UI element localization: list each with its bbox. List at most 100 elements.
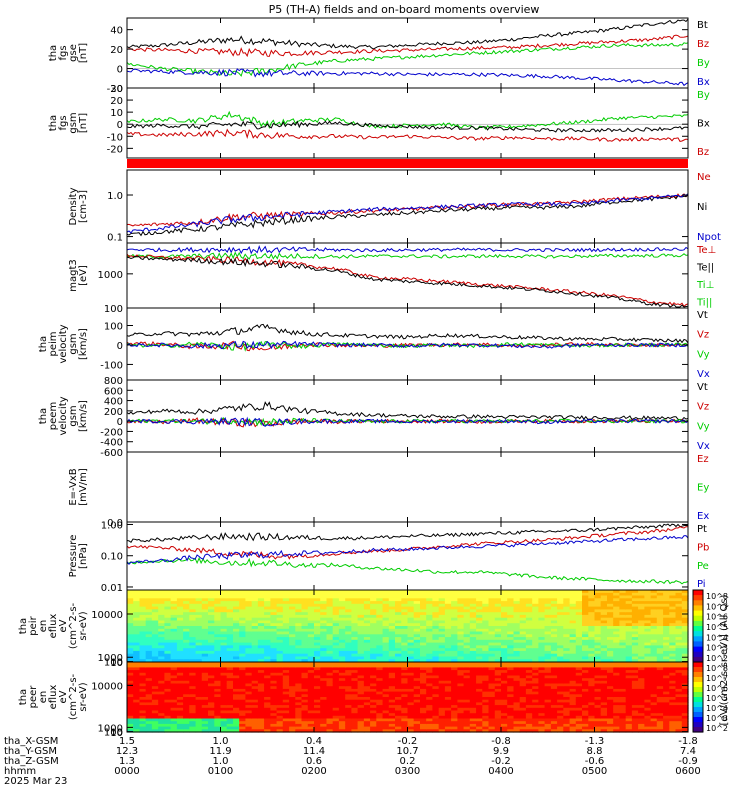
ytick-label: 1000 <box>98 270 123 281</box>
ytick-label: 10000 <box>91 681 123 692</box>
ylabel-line: [km/s] <box>78 400 89 432</box>
series-density-2 <box>126 193 689 234</box>
ytick-label: 100 <box>104 304 123 315</box>
ylabel-line: [nPa] <box>78 543 89 569</box>
ytick-label: -10 <box>107 132 123 143</box>
ytick-label: 20 <box>110 45 123 56</box>
colorbar-tick: 10^5 <box>706 694 728 703</box>
footer-value: 9.9 <box>493 746 509 757</box>
footer-value: 1.3 <box>119 756 135 767</box>
footer-row-label: hhmm <box>4 766 36 777</box>
ylabel-line: gse <box>68 44 79 62</box>
legend-entry: Bx <box>697 119 710 130</box>
series-pressure-0 <box>126 523 689 544</box>
ylabel-line: [km/s] <box>78 328 89 360</box>
ylabel-line: velocity <box>58 396 69 435</box>
ylabel-line: fgs <box>58 45 69 60</box>
footer-value: -1.3 <box>585 736 605 747</box>
legend-entry: Bx <box>697 77 710 88</box>
footer-value: 0300 <box>395 766 420 777</box>
legend-entry: Ez <box>697 454 709 465</box>
ytick-label: 1000 <box>98 653 123 664</box>
legend-entry: Ti|| <box>696 297 712 308</box>
legend-entry: Pe <box>697 561 709 572</box>
series-peem_velocity-3 <box>126 416 689 427</box>
footer-value: 0.2 <box>400 756 416 767</box>
legend-entry: Vx <box>697 369 710 380</box>
footer-value: 11.4 <box>303 746 325 757</box>
footer-value: 0.4 <box>306 736 322 747</box>
series-fgs_gsm-0 <box>126 110 689 130</box>
colorbar-tick: 10^7 <box>706 674 728 683</box>
panel-density: 0.1 1.0 Density [cm-3] Ne Ni Npot <box>68 169 721 244</box>
ytick-label: -600 <box>100 448 123 459</box>
footer-value: -0.9 <box>678 756 698 767</box>
ylabel-line: peem <box>48 402 59 430</box>
ylabel-line: en <box>38 620 49 633</box>
legend-entry: Bt <box>697 20 708 31</box>
footer-value: -0.2 <box>398 736 418 747</box>
ytick-label: 100 <box>104 728 123 739</box>
footer-value: 0200 <box>301 766 326 777</box>
plot-title: P5 (TH-A) fields and on-board moments ov… <box>269 3 540 16</box>
footer-value: 11.9 <box>209 746 231 757</box>
series-temperature-3 <box>126 255 689 308</box>
ylabel-line: Density <box>68 187 79 225</box>
ylabel-line: peir <box>28 615 39 635</box>
footer-value: -0.2 <box>491 756 511 767</box>
colorbar-tick: 10^4 <box>706 704 728 713</box>
legend-entry: Ex <box>697 511 709 522</box>
series-fgs_gse-0 <box>126 18 689 50</box>
ylabel-line: [nT] <box>78 43 89 63</box>
footer-value: 0000 <box>114 766 139 777</box>
series-fgs_gse-2 <box>126 42 689 77</box>
ylabel-line: tha <box>38 408 49 424</box>
colorbar-tick: 10^3 <box>706 644 728 653</box>
panel-pressure: 0.01 0.10 1.00 Pressure [nPa] Pt Pb Pe Pi <box>68 520 709 593</box>
colorbar: 10^810^710^610^510^410^310^210^810^710^6… <box>692 589 730 733</box>
panel-efield: 0.0 E=-VxB [mV/m] Ez Ey Ex <box>68 451 709 529</box>
footer-row-label: tha_X-GSM <box>4 736 58 747</box>
legend-entry: Vz <box>697 402 709 413</box>
series-peim_velocity-3 <box>126 340 689 350</box>
ytick-label: 100 <box>104 322 123 333</box>
ytick-label: -20 <box>107 144 123 155</box>
legend-entry: Ne <box>697 172 711 183</box>
ylabel-line: tha <box>48 45 59 61</box>
series-temperature-1 <box>126 251 689 260</box>
series-pressure-3 <box>126 535 689 565</box>
ytick-label: 600 <box>104 386 123 397</box>
ytick-label: 1.0 <box>107 191 123 202</box>
series-fgs_gse-1 <box>126 34 689 58</box>
ytick-label: -100 <box>100 360 123 371</box>
ylabel-line: tha <box>48 115 59 131</box>
ylabel-line: en <box>38 691 49 704</box>
series-temperature-0 <box>126 245 689 255</box>
legend-entry: Pi <box>697 579 706 590</box>
ylabel-line: tha <box>18 689 29 705</box>
colorbar-tick: 10^6 <box>706 684 728 693</box>
ylabel-line: gsm <box>68 333 79 354</box>
footer-value: 0600 <box>675 766 700 777</box>
panel-fgs_gse: -20 0 20 40 tha fgs gse [nT] Bt Bz By Bx <box>48 17 710 95</box>
colorbar-tick: 10^8 <box>706 592 728 601</box>
ytick-label: 1000 <box>98 723 123 734</box>
colorbar-tick: 10^2 <box>706 724 728 733</box>
ytick-label: 0.10 <box>101 552 123 563</box>
ylabel-line: eV <box>58 690 69 703</box>
legend-entry: Ey <box>697 483 709 494</box>
series-peim_velocity-0 <box>126 323 689 344</box>
ytick-label: 10 <box>110 728 123 739</box>
ylabel-line: eflux <box>48 685 59 710</box>
ylabel-line: (cm^2-s- <box>68 602 79 649</box>
footer-value: -1.8 <box>678 736 698 747</box>
legend-entry: Bz <box>697 39 709 50</box>
ytick-label: 800 <box>104 376 123 387</box>
ytick-label: 400 <box>104 397 123 408</box>
legend-entry: Vt <box>697 310 708 321</box>
ytick-label: 10 <box>110 658 123 669</box>
legend-entry: Vx <box>697 441 710 452</box>
ylabel-line: sr-eV) <box>78 682 89 711</box>
